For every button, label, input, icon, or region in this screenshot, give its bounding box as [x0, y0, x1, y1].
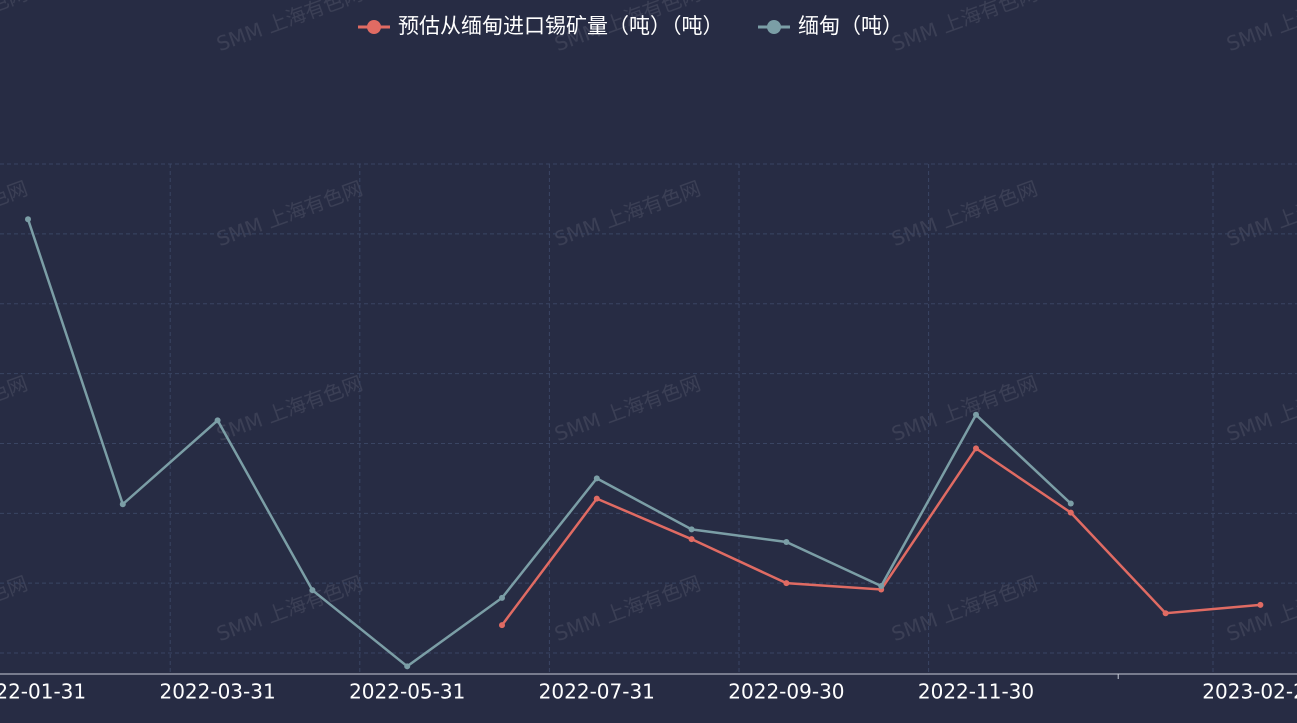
data-point — [309, 587, 316, 594]
data-point — [499, 622, 505, 629]
x-tick-label: 2022-05-31 — [349, 680, 465, 704]
legend-item: 预估从缅甸进口锡矿量（吨）（吨） — [358, 14, 724, 38]
data-point — [783, 538, 790, 545]
legend-label: 缅甸（吨） — [798, 14, 903, 38]
data-point — [688, 536, 695, 543]
data-point — [119, 501, 126, 508]
data-point — [1067, 509, 1074, 516]
data-point — [1257, 601, 1264, 608]
data-point — [25, 216, 31, 223]
series-line — [26, 218, 1072, 668]
legend-item: 缅甸（吨） — [758, 14, 903, 38]
data-point — [404, 663, 411, 670]
data-point — [973, 445, 979, 452]
x-tick-label: 2022-07-31 — [539, 680, 655, 704]
legend-marker — [767, 20, 781, 34]
data-point — [593, 475, 600, 482]
x-tick-label: 2022-03-31 — [159, 680, 275, 704]
data-point — [688, 526, 695, 533]
data-point — [1067, 500, 1074, 507]
x-tick-label: 2023-02-28 — [1202, 680, 1297, 704]
data-point — [783, 580, 790, 587]
data-point — [878, 582, 885, 589]
data-point — [499, 594, 505, 601]
data-point — [1162, 610, 1169, 617]
data-point — [973, 411, 979, 418]
x-tick-label: 2022-01-31 — [0, 680, 86, 704]
legend-marker — [367, 20, 381, 34]
legend-label: 预估从缅甸进口锡矿量（吨）（吨） — [398, 14, 724, 38]
x-tick-label: 2022-09-30 — [728, 680, 844, 704]
x-tick-label: 2022-11-30 — [918, 680, 1034, 704]
data-point — [593, 495, 600, 502]
data-point — [214, 417, 221, 424]
